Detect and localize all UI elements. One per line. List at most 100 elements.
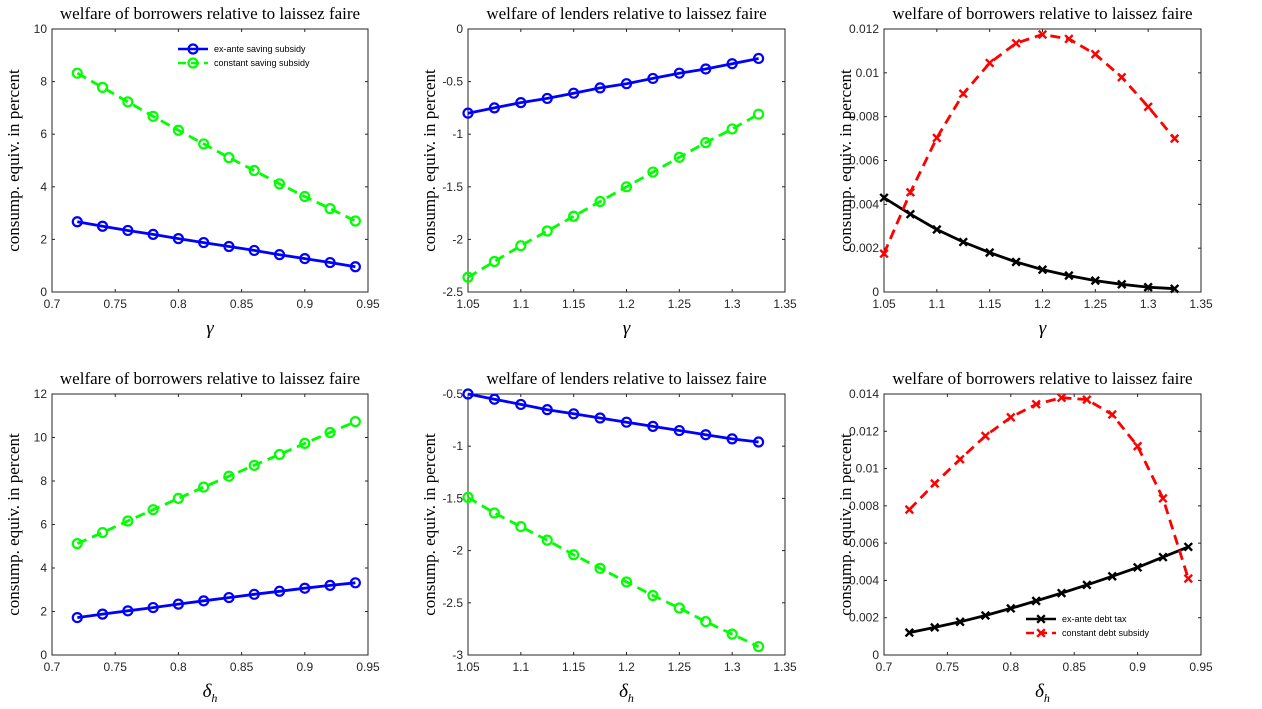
y-tick-label: 0: [872, 648, 879, 662]
chart-title: welfare of lenders relative to laissez f…: [486, 4, 766, 23]
y-tick-label: -2.5: [442, 596, 463, 610]
series-line: [883, 196, 1175, 291]
data-point: [932, 133, 942, 143]
data-point: [594, 412, 606, 424]
series-1: [904, 542, 1193, 638]
data-point: [568, 210, 580, 222]
x-tick-label: 0.7: [44, 297, 61, 311]
legend-label: ex-ante saving subsidy: [214, 44, 306, 54]
y-tick-label: 0.008: [849, 499, 879, 513]
data-point: [1064, 270, 1074, 281]
data-point: [594, 562, 606, 574]
data-point: [273, 448, 286, 461]
data-point: [904, 504, 915, 515]
y-tick-label: 4: [40, 561, 47, 575]
data-point: [71, 538, 83, 550]
data-point: [488, 255, 501, 268]
data-point: [71, 67, 83, 79]
data-point: [752, 436, 765, 448]
data-point: [248, 459, 260, 471]
legend-marker: [1036, 614, 1046, 624]
data-point: [620, 416, 633, 428]
data-point: [96, 608, 109, 620]
data-point: [1031, 596, 1041, 606]
x-tick-label: 0.7: [44, 660, 61, 674]
data-point: [1082, 394, 1092, 405]
data-point: [1011, 257, 1021, 267]
data-point: [985, 247, 995, 258]
y-tick-label: 0.006: [849, 154, 879, 168]
x-tick-label: 1.2: [1034, 297, 1051, 311]
legend-label: ex-ante debt tax: [1062, 614, 1127, 624]
data-point: [673, 67, 685, 79]
data-point: [932, 224, 942, 235]
data-point: [324, 256, 336, 269]
data-point: [515, 520, 527, 533]
x-axis-label: δh: [619, 681, 634, 705]
x-tick-label: 1.3: [1140, 297, 1157, 311]
data-point: [879, 248, 889, 259]
data-point: [1031, 399, 1041, 409]
y-tick-label: 12: [34, 387, 48, 401]
data-point: [726, 58, 738, 70]
data-point: [620, 181, 633, 193]
y-tick-label: 0.008: [849, 110, 879, 124]
x-axis-label: δh: [203, 681, 218, 705]
data-point: [488, 507, 501, 519]
series-2: [71, 416, 361, 550]
x-tick-label: 1.3: [724, 660, 741, 674]
data-point: [620, 78, 633, 90]
data-point: [726, 628, 738, 640]
x-tick-label: 0.75: [936, 660, 960, 674]
data-point: [726, 433, 738, 445]
x-tick-label: 0.7: [876, 660, 893, 674]
y-tick-label: 10: [34, 22, 48, 36]
data-point: [488, 102, 501, 114]
data-point: [958, 89, 968, 99]
y-tick-label: -0.5: [442, 75, 463, 89]
x-tick-label: 1.25: [668, 297, 692, 311]
x-tick-label: 1.15: [978, 297, 1002, 311]
data-point: [1183, 542, 1193, 552]
y-tick-label: -2.5: [442, 285, 463, 299]
data-point: [71, 216, 83, 228]
data-point: [198, 236, 210, 249]
y-tick-label: 0: [456, 22, 463, 36]
x-axis-label: γ: [623, 318, 631, 339]
legend-label: constant saving subsidy: [214, 58, 310, 68]
data-point: [248, 588, 260, 600]
subplot-5: 1.05 1.1 1.15 1.2 1.25 1.3 1.35 -3 -2.5 -2 -1.5 -1 -…: [420, 369, 797, 705]
data-point: [172, 124, 184, 136]
data-point: [1006, 603, 1016, 614]
chart-title: welfare of borrowers relative to laissez…: [60, 4, 360, 23]
series-2: [462, 491, 765, 653]
data-point: [726, 123, 738, 135]
subplot-2: 1.05 1.1 1.15 1.2 1.25 1.3 1.35 -2.5 -2 -1.5 -1 -0.…: [420, 4, 797, 339]
x-tick-label: 0.85: [230, 660, 254, 674]
x-tick-label: 1.35: [773, 297, 797, 311]
x-tick-label: 1.25: [668, 660, 692, 674]
subplot-6: 0.7 0.75 0.8 0.85 0.9 0.95 0 0.002 0.004 0.006 0.0…: [836, 369, 1213, 705]
data-point: [1006, 412, 1016, 422]
data-point: [147, 110, 159, 122]
data-point: [673, 424, 685, 437]
data-point: [349, 215, 361, 227]
data-point: [1143, 282, 1153, 292]
y-tick-label: 4: [40, 180, 47, 194]
legend-marker: [187, 57, 199, 69]
data-point: [985, 58, 995, 68]
y-tick-label: 8: [40, 75, 47, 89]
data-point: [700, 429, 712, 441]
x-tick-label: 1.3: [724, 297, 741, 311]
series-2: [879, 29, 1180, 259]
data-point: [147, 504, 159, 516]
data-point: [122, 96, 134, 108]
y-tick-label: 0.002: [849, 611, 879, 625]
data-point: [122, 605, 134, 617]
data-point: [273, 249, 286, 261]
data-point: [96, 220, 109, 232]
y-tick-label: -2: [452, 544, 463, 558]
x-tick-label: 0.95: [356, 297, 380, 311]
x-tick-label: 1.2: [618, 297, 635, 311]
data-point: [299, 437, 311, 449]
